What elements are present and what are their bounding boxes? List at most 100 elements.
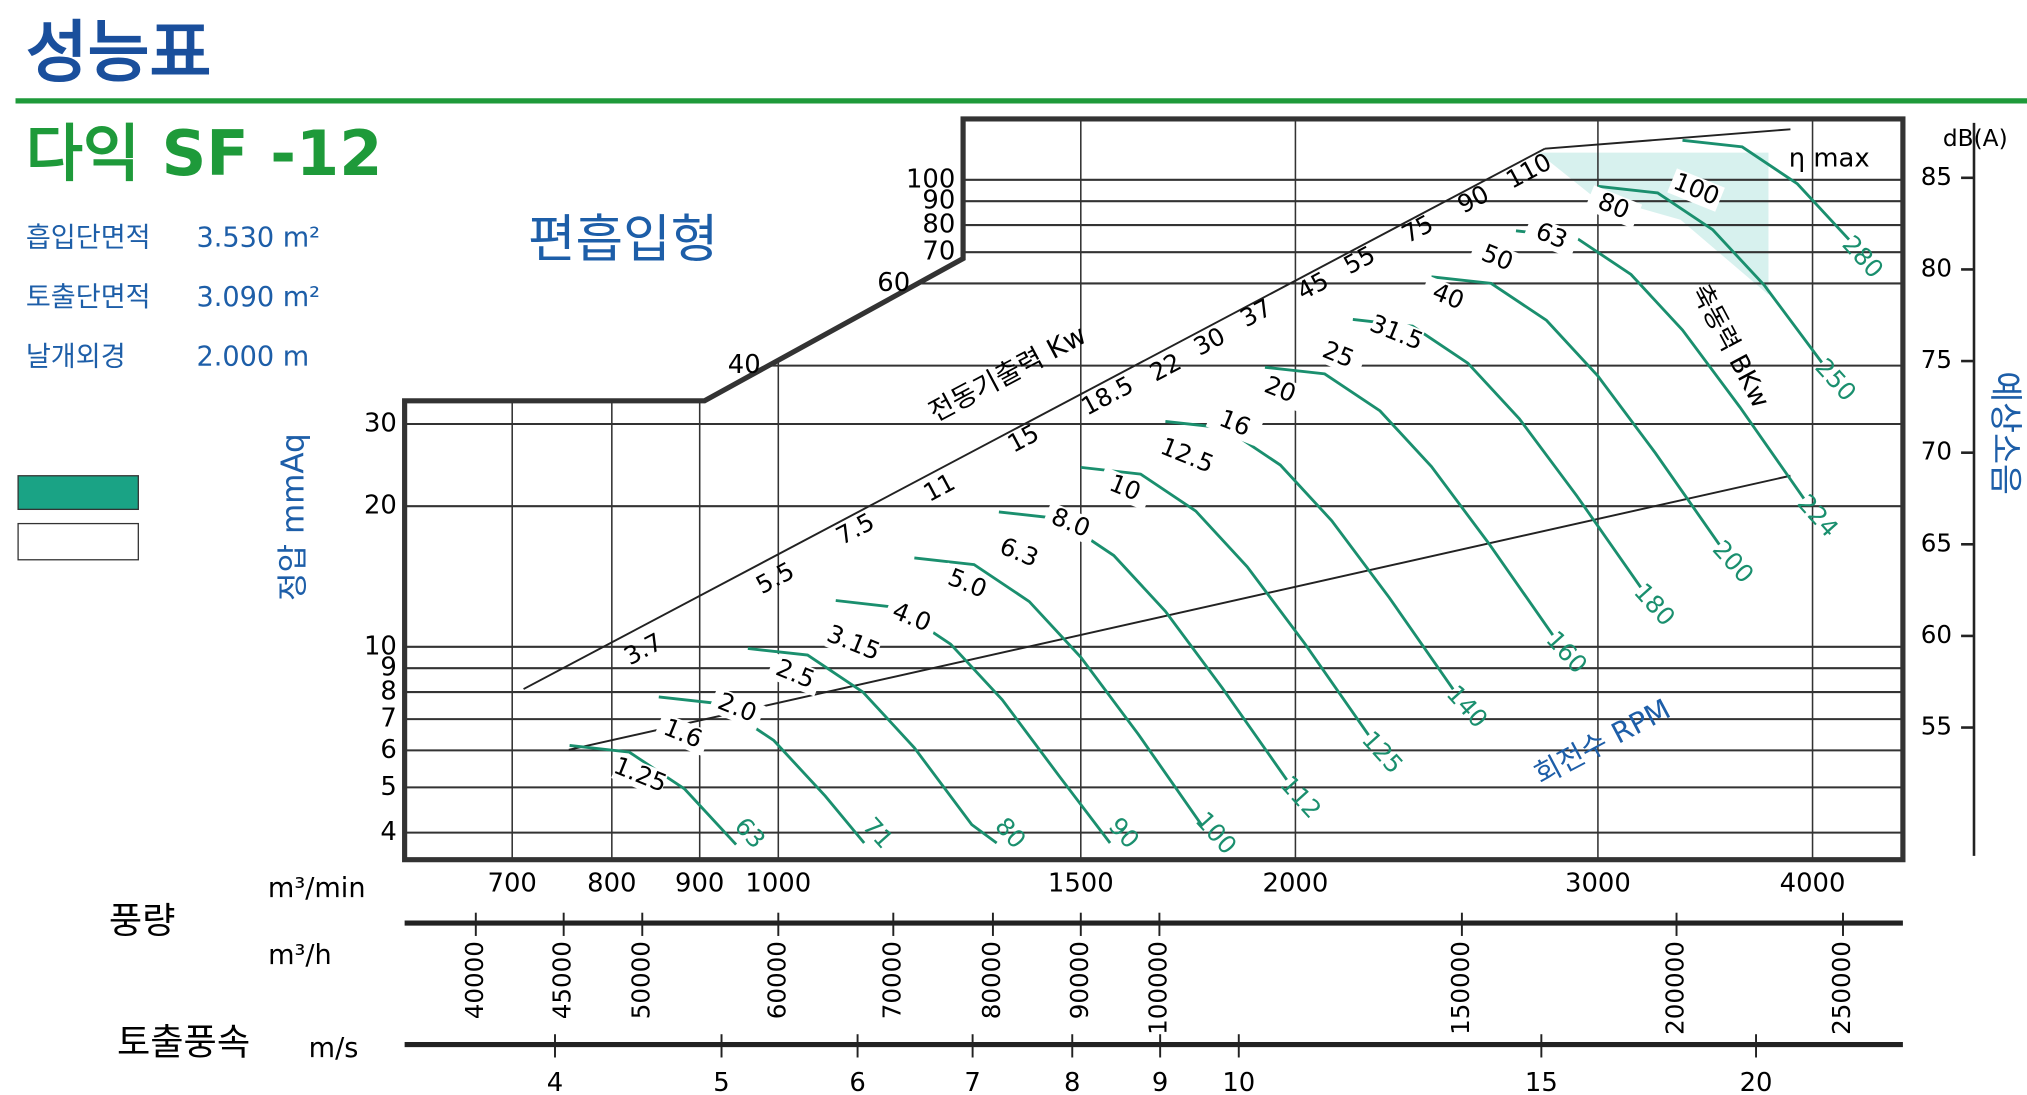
motor-output-value: 37 (1235, 293, 1276, 333)
rpm-curve (914, 556, 1204, 827)
y2-tick-label: 60 (1921, 620, 1952, 649)
spec-label: 흡입단면적 (26, 223, 151, 254)
y-tick-label: 100 (906, 164, 955, 194)
spec-value: 3.090 m² (196, 282, 320, 313)
shaft-power-bg (611, 753, 669, 798)
series-label: 160 (1540, 625, 1593, 679)
secondary-axis-label: m/s (309, 1033, 359, 1064)
shaft-power-value: 3.15 (823, 619, 885, 666)
y-tick-label: 70 (922, 237, 955, 267)
y-tick-label: 8 (380, 677, 396, 707)
spec-label: 날개외경 (26, 342, 126, 373)
y-tick-label: 90 (922, 186, 955, 216)
shaft-power-bg (882, 596, 941, 640)
motor-output-value: 18.5 (1076, 370, 1138, 421)
series-label: 180 (1628, 577, 1681, 631)
velocity-title: 토출풍속 (117, 1021, 250, 1064)
spec-label: 토출단면적 (26, 282, 151, 313)
motor-output-value: 3.7 (619, 627, 667, 671)
motor-output-value: 45 (1292, 266, 1333, 306)
y-tick-label: 80 (922, 210, 955, 240)
y-tick-label: 7 (380, 704, 396, 734)
series-label: 90 (1103, 812, 1145, 855)
x-axis-label: m³/min (268, 873, 366, 904)
motor-output-value: 90 (1452, 179, 1493, 219)
series-label: 71 (857, 812, 899, 855)
legend-swatch (17, 475, 139, 511)
shaft-power-bg (1667, 168, 1725, 212)
motor-output-value: 55 (1339, 240, 1380, 280)
shaft-power-bg (1250, 368, 1309, 413)
y-tick-label: 40 (728, 350, 761, 380)
motor-output-value: 75 (1397, 209, 1438, 249)
y2-tick-label: 70 (1921, 437, 1952, 466)
shaft-power-bg (1095, 467, 1154, 511)
secondary-tick-label: 100000 (1143, 941, 1172, 1035)
motor-output-value: 5.5 (751, 556, 799, 600)
secondary-tick-label: 4 (547, 1068, 563, 1095)
shaft-power-bg (989, 531, 1048, 575)
x-tick-label: 3000 (1565, 869, 1631, 899)
curves (569, 138, 1851, 846)
y-tick-label: 60 (877, 268, 910, 298)
shaft-power-bg (653, 712, 712, 756)
spec-value: 3.530 m² (196, 223, 320, 254)
y2-tick-label: 75 (1921, 345, 1952, 374)
y-tick-label: 6 (380, 735, 396, 765)
shaft-power-bg (1041, 501, 1100, 546)
x-tick-label: 2000 (1263, 869, 1329, 899)
secondary-tick-label: 6 (849, 1068, 865, 1095)
series-label: 63 (729, 812, 771, 855)
motor-output-label: 전동기출력 Kw (924, 320, 1092, 429)
legend-swatch (17, 522, 139, 561)
chart-title: 편흡입형 (528, 210, 718, 270)
motor-output-value: 22 (1145, 347, 1186, 387)
secondary-tick-label: 8 (1064, 1068, 1080, 1095)
shaft-power-value: 12.5 (1157, 431, 1219, 478)
x-tick-label: 900 (675, 869, 724, 899)
secondary-tick-label: 70000 (877, 941, 906, 1019)
y-tick-label: 9 (380, 653, 396, 683)
shaft-power-value: 31.5 (1366, 308, 1428, 355)
series-label: 112 (1274, 770, 1327, 824)
series-label: 80 (989, 812, 1031, 855)
series-label: 140 (1441, 679, 1494, 733)
motor-guide-line (523, 147, 1546, 690)
y-axis-label: 정압 mmAq (276, 433, 312, 601)
x-tick-label: 800 (587, 869, 636, 899)
secondary-tick-label: 15 (1525, 1068, 1558, 1095)
shaft-power-bg (1419, 275, 1477, 320)
x-tick-label: 1000 (745, 869, 811, 899)
secondary-axis-label: m³/h (268, 940, 332, 971)
secondary-tick-label: 9 (1152, 1068, 1168, 1095)
secondary-tick-label: 45000 (548, 941, 577, 1019)
shaft-power-bg (1205, 402, 1264, 446)
rpm-curve (1264, 365, 1554, 636)
efficiency-region (1538, 152, 1769, 295)
series-label: 224 (1792, 489, 1845, 543)
y2-axis-label: 예상소음 (1986, 371, 2025, 495)
rpm-guide-line (568, 474, 1791, 751)
rpm-curve (1080, 465, 1370, 736)
secondary-tick-label: 20 (1740, 1068, 1773, 1095)
y2-tick-label: 55 (1921, 712, 1952, 741)
y-tick-label: 10 (364, 631, 397, 661)
secondary-tick-label: 10 (1222, 1068, 1255, 1095)
y-tick-label: 30 (364, 408, 397, 438)
series-label: 125 (1356, 725, 1409, 779)
secondary-tick-label: 40000 (460, 941, 489, 1019)
shaft-power-bg (1157, 434, 1216, 479)
y2-tick-label: 65 (1921, 528, 1952, 557)
secondary-tick-label: 150000 (1446, 941, 1475, 1035)
motor-output-value: 7.5 (831, 507, 879, 551)
motor-output-value: 30 (1189, 321, 1230, 361)
shaft-power-bg (1468, 236, 1526, 281)
y2-tick-label: 80 (1921, 253, 1952, 282)
secondary-tick-label: 60000 (762, 941, 791, 1019)
series-label: 250 (1809, 352, 1862, 406)
shaft-power-bg (1584, 185, 1643, 229)
model-name: 다익 SF -12 (26, 117, 383, 190)
efficiency-guide-line (1544, 128, 1791, 150)
